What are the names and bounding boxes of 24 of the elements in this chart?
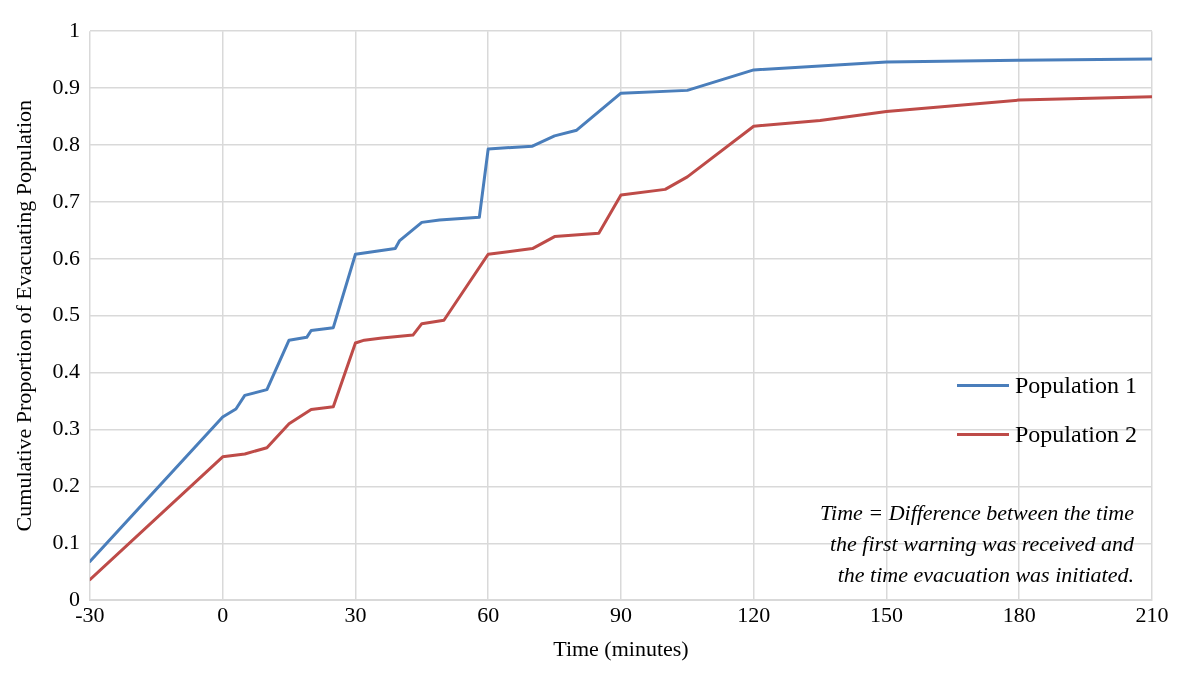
y-axis-title: Cumulative Proportion of Evacuating Population bbox=[10, 100, 36, 532]
x-axis-title: Time (minutes) bbox=[553, 635, 689, 661]
x-tick-label: 180 bbox=[1002, 602, 1036, 628]
y-tick-label: 1 bbox=[68, 16, 80, 42]
y-tick-label: 0.2 bbox=[52, 472, 80, 498]
y-tick-label: 0.4 bbox=[52, 358, 80, 384]
x-tick-label: 90 bbox=[609, 602, 632, 628]
x-tick-label: 0 bbox=[217, 602, 229, 628]
y-tick-label: 0.7 bbox=[52, 187, 80, 213]
x-tick-label: 120 bbox=[737, 602, 771, 628]
y-tick-label: 0.1 bbox=[52, 529, 80, 555]
x-tick-label: 60 bbox=[477, 602, 500, 628]
annotation: Time = Difference between the time the first warning was received and the time evacuation was initiated. bbox=[820, 500, 1135, 588]
y-tick-label: 0.5 bbox=[52, 301, 80, 327]
x-tick-label: 150 bbox=[869, 602, 903, 628]
y-tick-label: 0.3 bbox=[52, 415, 80, 441]
y-tick-label: 0.8 bbox=[52, 130, 80, 156]
y-tick-label: 0.6 bbox=[52, 244, 80, 270]
legend-label: Population 1 bbox=[1014, 372, 1137, 399]
y-tick-label: 0 bbox=[68, 585, 80, 611]
legend-label: Population 2 bbox=[1014, 421, 1137, 448]
y-tick-label: 0.9 bbox=[52, 73, 80, 99]
x-tick-label: 30 bbox=[344, 602, 367, 628]
x-tick-label: 210 bbox=[1135, 602, 1169, 628]
